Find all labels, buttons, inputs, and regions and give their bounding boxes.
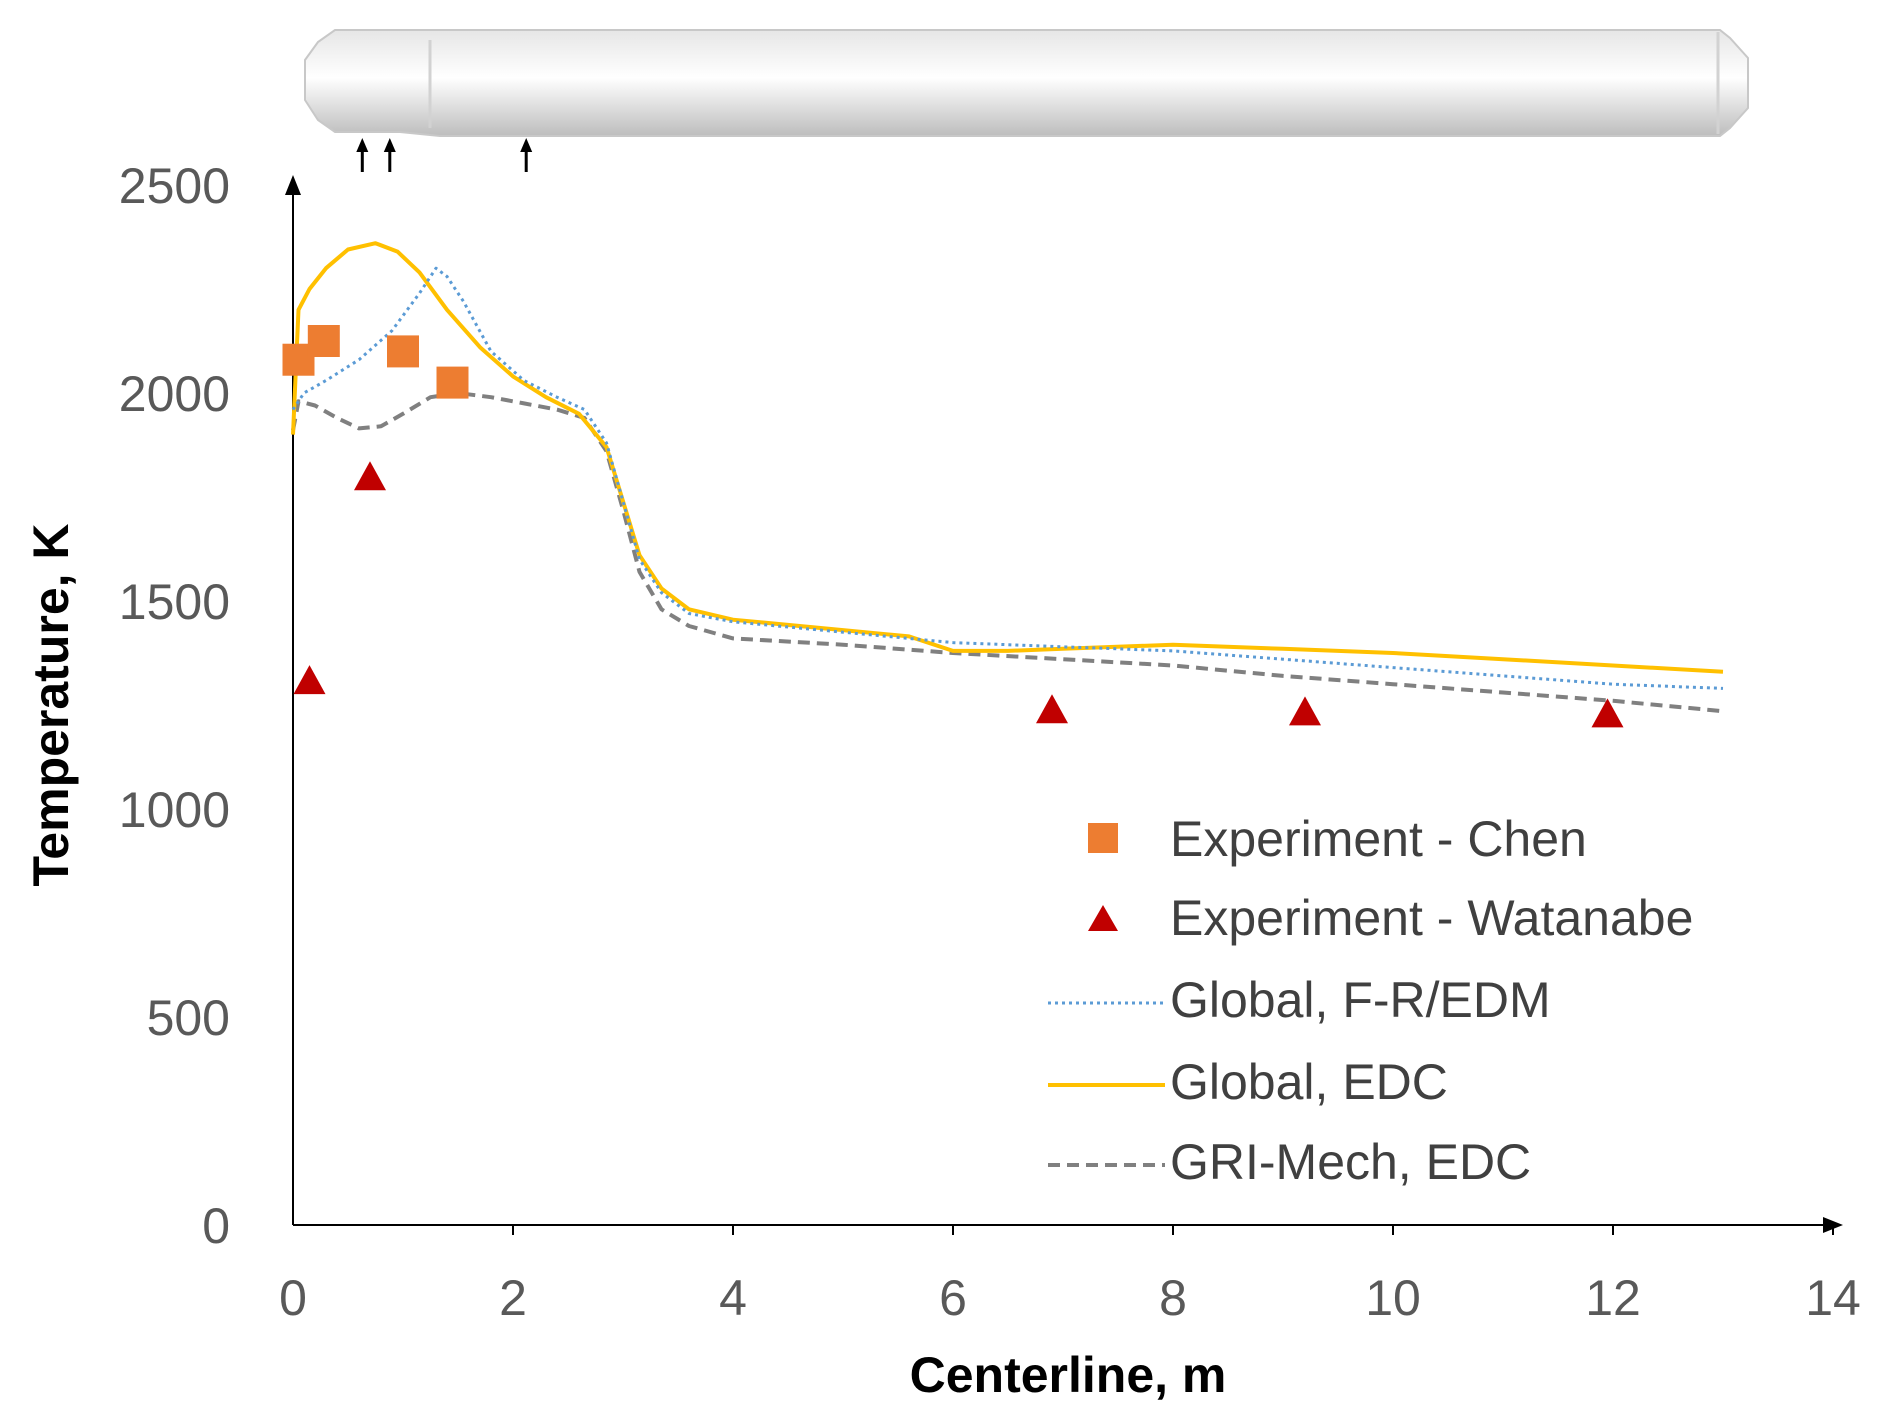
x-tick-label: 2 xyxy=(499,1270,527,1326)
legend-label-global-edc: Global, EDC xyxy=(1170,1054,1448,1110)
y-tick-label: 2500 xyxy=(119,158,230,214)
x-axis-title: Centerline, m xyxy=(910,1347,1227,1403)
data-point-experiment-watanabe xyxy=(1591,698,1624,728)
legend-label-gri-mech: GRI-Mech, EDC xyxy=(1170,1134,1531,1190)
x-tick-label: 12 xyxy=(1585,1270,1641,1326)
x-tick-label: 14 xyxy=(1805,1270,1861,1326)
legend: Experiment - Chen Experiment - Watanabe … xyxy=(1048,811,1693,1190)
legend-label-watanabe: Experiment - Watanabe xyxy=(1170,890,1693,946)
series-line-global-edc xyxy=(291,241,1724,674)
y-tick-label: 0 xyxy=(202,1198,230,1254)
data-point-experiment-watanabe xyxy=(293,665,326,695)
y-tick-label: 1500 xyxy=(119,574,230,630)
series-group xyxy=(282,241,1724,728)
y-axis-title: Temperature, K xyxy=(23,523,79,886)
legend-symbol-chen xyxy=(1088,823,1118,853)
inlet-arrow-head xyxy=(520,138,533,152)
y-axis-arrow xyxy=(285,175,301,195)
series-line-gri-mech-edc xyxy=(291,391,1724,714)
data-point-experiment-watanabe xyxy=(1036,694,1068,724)
x-tick-label: 0 xyxy=(279,1270,307,1326)
y-ticks: 0 500 1000 1500 2000 2500 xyxy=(119,158,230,1254)
x-tick-label: 4 xyxy=(719,1270,747,1326)
legend-label-fr-edm: Global, F-R/EDM xyxy=(1170,972,1551,1028)
x-ticks: 0 2 4 6 8 10 12 14 xyxy=(279,1225,1861,1326)
inlet-arrows xyxy=(356,138,533,172)
furnace-body xyxy=(304,29,1749,137)
y-tick-label: 1000 xyxy=(119,782,230,838)
data-point-experiment-watanabe xyxy=(1289,696,1321,726)
data-point-experiment-chen xyxy=(387,335,419,368)
inlet-arrow-head xyxy=(383,138,396,152)
y-tick-label: 2000 xyxy=(119,366,230,422)
y-tick-label: 500 xyxy=(147,990,230,1046)
data-point-experiment-chen xyxy=(307,325,340,357)
legend-symbol-watanabe xyxy=(1088,905,1118,931)
furnace-schematic xyxy=(304,29,1749,137)
inlet-arrow-head xyxy=(356,138,369,152)
x-tick-label: 10 xyxy=(1365,1270,1421,1326)
x-tick-label: 6 xyxy=(939,1270,967,1326)
x-tick-label: 8 xyxy=(1159,1270,1187,1326)
data-point-experiment-watanabe xyxy=(354,461,386,491)
data-point-experiment-chen xyxy=(436,366,469,399)
series-line-global-f-r-edm xyxy=(291,266,1724,690)
legend-label-chen: Experiment - Chen xyxy=(1170,811,1587,867)
